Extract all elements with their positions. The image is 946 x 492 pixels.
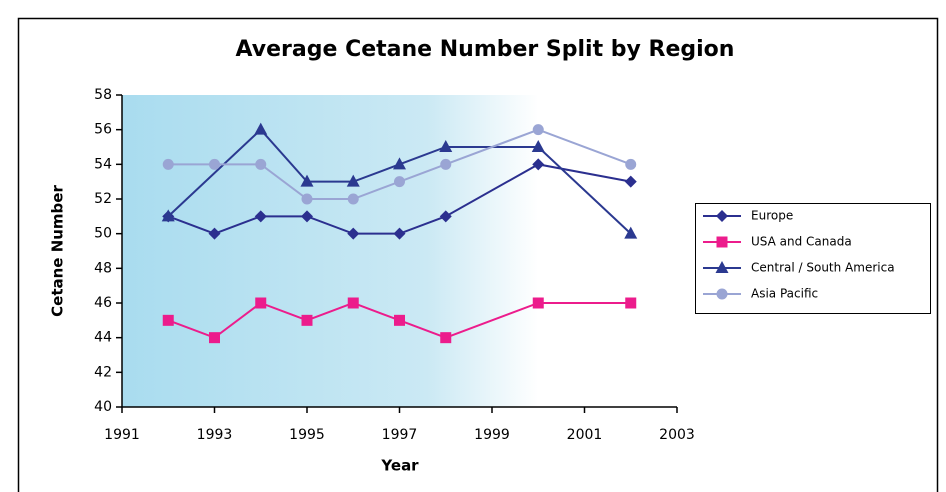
legend-marker	[715, 261, 729, 273]
data-point	[439, 140, 453, 152]
plot-area	[122, 95, 677, 407]
data-point	[301, 193, 313, 205]
data-point	[162, 158, 174, 170]
y-tick-label: 46	[94, 295, 112, 311]
data-point	[347, 227, 360, 240]
data-point	[531, 140, 545, 152]
y-tick-label: 40	[94, 399, 112, 415]
data-point	[394, 176, 405, 188]
data-point	[440, 332, 452, 344]
y-tick-label: 42	[94, 364, 112, 380]
y-tick-label: 50	[94, 226, 112, 242]
legend	[695, 203, 931, 314]
data-point	[393, 227, 406, 240]
x-tick-label: 1997	[382, 427, 418, 443]
data-point	[255, 158, 267, 170]
chart-title: Average Cetane Number Split by Region	[236, 37, 735, 62]
y-axis-title: Cetane Number	[49, 185, 67, 317]
x-tick-label: 1993	[197, 427, 233, 443]
data-point	[624, 175, 637, 188]
data-point	[162, 314, 174, 326]
data-point	[532, 158, 545, 171]
data-point	[347, 297, 359, 309]
legend-marker	[716, 210, 728, 222]
x-tick-label: 1991	[104, 427, 140, 443]
x-tick-label: 1999	[474, 427, 510, 443]
data-point	[254, 122, 268, 135]
y-tick-label: 58	[94, 87, 112, 103]
data-point	[347, 193, 359, 205]
x-tick-label: 1995	[289, 427, 325, 443]
y-tick-label: 52	[94, 191, 112, 207]
data-point	[301, 314, 313, 326]
data-point	[300, 174, 314, 187]
x-axis-title: Year	[380, 457, 419, 475]
data-point	[255, 297, 267, 309]
data-point	[439, 210, 452, 223]
y-tick-label: 44	[94, 330, 112, 346]
y-tick-label: 48	[94, 260, 112, 276]
data-point	[346, 174, 360, 187]
data-point	[624, 226, 638, 239]
data-point	[440, 158, 452, 170]
data-point	[394, 314, 405, 326]
legend-marker	[716, 236, 728, 248]
data-point	[532, 124, 544, 136]
data-point	[393, 157, 406, 170]
data-point	[254, 210, 267, 223]
x-tick-label: 2003	[659, 427, 695, 443]
series-line	[167, 128, 632, 235]
data-point	[209, 332, 220, 344]
data-point	[161, 209, 175, 222]
data-point	[532, 297, 544, 309]
y-tick-label: 56	[94, 122, 112, 138]
data-point	[625, 297, 637, 309]
data-point	[209, 158, 220, 170]
legend-label: Europe	[751, 209, 793, 223]
data-point	[208, 227, 221, 240]
y-tick-label: 54	[94, 156, 112, 172]
legend-label: USA and Canada	[751, 235, 852, 249]
legend-label: Asia Pacific	[751, 287, 818, 301]
data-point	[301, 210, 313, 223]
data-point	[625, 158, 637, 170]
legend-label: Central / South America	[751, 261, 895, 275]
x-tick-label: 2001	[567, 427, 603, 443]
legend-marker	[716, 288, 728, 300]
